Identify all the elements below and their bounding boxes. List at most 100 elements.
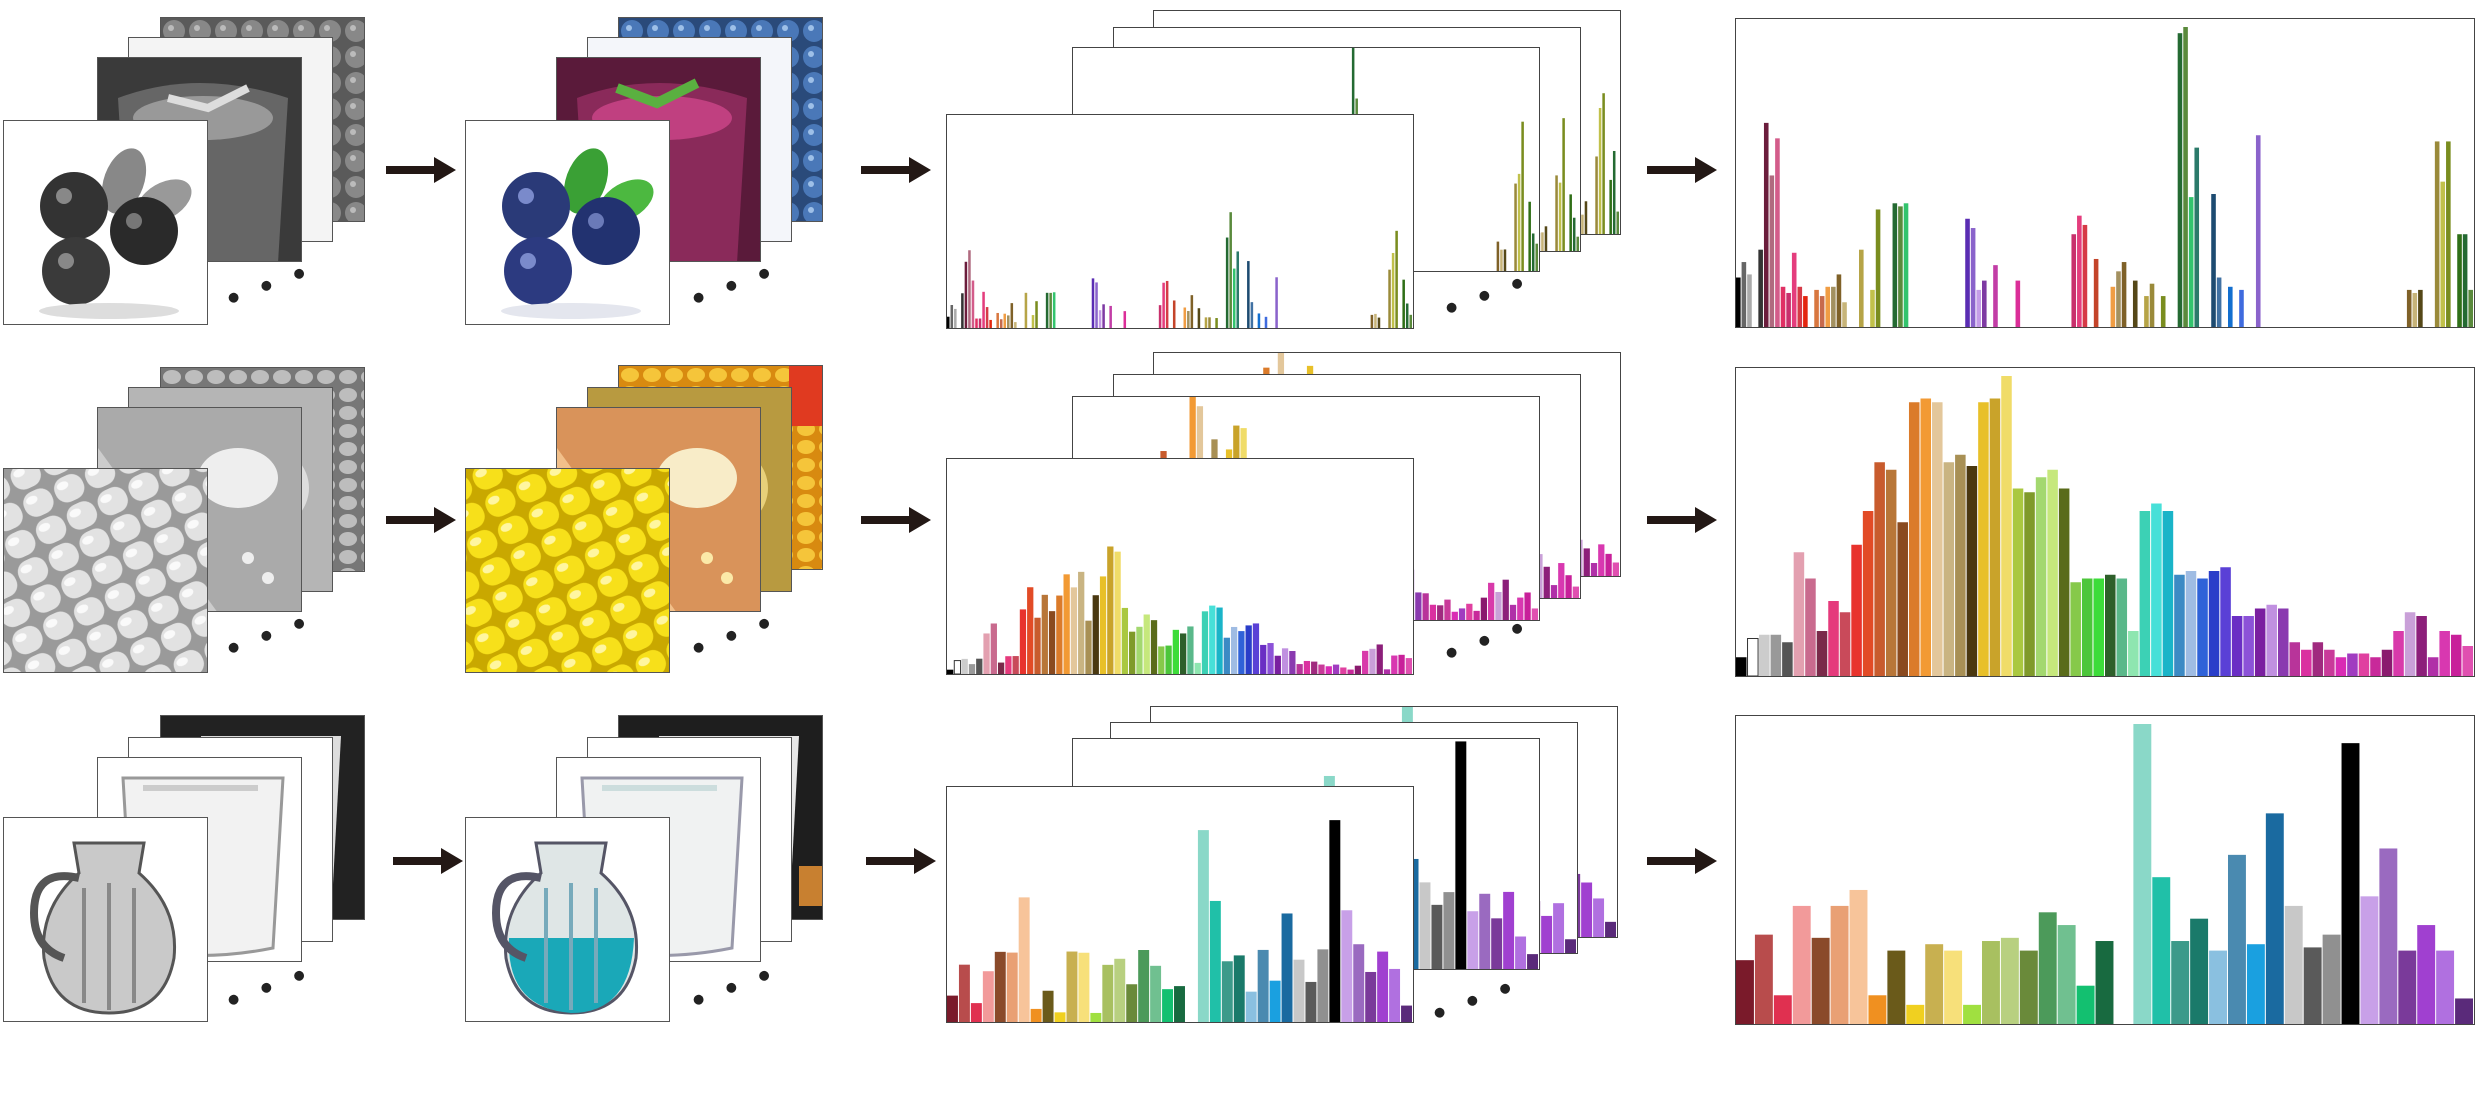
histogram-bar bbox=[970, 1003, 982, 1022]
histogram-bar bbox=[1558, 563, 1565, 598]
histogram-bar bbox=[1347, 669, 1354, 674]
histogram-bar bbox=[1903, 203, 1909, 327]
histogram-bar bbox=[1183, 307, 1187, 328]
histogram-bar bbox=[1885, 469, 1897, 676]
gray-pitcher-image bbox=[3, 817, 208, 1022]
histogram-bar bbox=[1353, 944, 1365, 1022]
arrow-right-icon bbox=[386, 507, 456, 533]
histogram-bar bbox=[1555, 175, 1558, 251]
histogram-bar bbox=[2071, 234, 2077, 327]
histogram-bar bbox=[1982, 280, 1987, 327]
histogram-bar bbox=[1098, 310, 1102, 328]
histogram-bar bbox=[1054, 1012, 1066, 1022]
color-corn-image bbox=[465, 468, 670, 673]
histogram-bar bbox=[1892, 203, 1898, 327]
histogram-bar bbox=[2188, 197, 2194, 327]
histogram-bar bbox=[1535, 243, 1538, 271]
histogram-bar bbox=[2151, 503, 2162, 676]
histogram-bar bbox=[2289, 642, 2301, 676]
histogram-bar bbox=[1797, 286, 1803, 327]
histogram-bar bbox=[1415, 592, 1422, 620]
histogram-bar bbox=[1190, 295, 1194, 328]
histogram-bar bbox=[1296, 664, 1303, 674]
histogram-bar bbox=[1576, 236, 1579, 251]
histogram-bar bbox=[2462, 646, 2473, 676]
histogram-bar bbox=[1395, 230, 1398, 328]
histogram-bar bbox=[982, 971, 994, 1022]
histogram-bar bbox=[989, 319, 992, 328]
histogram-bar bbox=[1123, 311, 1127, 328]
histogram-bar bbox=[1019, 609, 1027, 674]
histogram-bar bbox=[1102, 304, 1105, 328]
result-histogram bbox=[1735, 715, 2475, 1025]
histogram-bar bbox=[1362, 650, 1369, 674]
histogram-bar bbox=[1429, 604, 1437, 620]
histogram-bar bbox=[1377, 317, 1381, 328]
more-histograms-ellipsis: • • • bbox=[1435, 262, 1536, 332]
color-pitcher-image bbox=[465, 817, 670, 1022]
histogram-bar bbox=[2000, 937, 2019, 1024]
histogram-bar bbox=[1005, 656, 1012, 674]
histogram-bar bbox=[2246, 944, 2265, 1024]
histogram-bar bbox=[2436, 950, 2455, 1024]
histogram-bar bbox=[1172, 629, 1179, 674]
histogram-bar bbox=[1078, 952, 1090, 1022]
histogram-bar bbox=[2266, 604, 2277, 676]
histogram-bar bbox=[2174, 574, 2185, 676]
histogram-bar bbox=[2284, 905, 2303, 1024]
histogram-bar bbox=[1616, 211, 1619, 234]
histogram-bar bbox=[1443, 892, 1455, 969]
histogram-bar bbox=[1769, 175, 1775, 327]
histogram-bar bbox=[1842, 302, 1847, 327]
histogram-bar bbox=[2220, 567, 2231, 676]
histogram-bar bbox=[2455, 998, 2473, 1024]
histogram-bar bbox=[1528, 201, 1531, 271]
histogram-bar bbox=[2370, 657, 2381, 676]
histogram-bar bbox=[1090, 1012, 1102, 1022]
histogram-bar bbox=[1209, 605, 1216, 674]
histogram-bar bbox=[1595, 156, 1598, 234]
histogram-bar bbox=[1736, 960, 1754, 1024]
histogram-bar bbox=[2095, 941, 2114, 1024]
histogram-bar bbox=[1598, 107, 1602, 234]
histogram-bar bbox=[1488, 582, 1495, 620]
histogram-bar bbox=[2035, 477, 2047, 676]
histogram-bar bbox=[1831, 286, 1836, 327]
histogram-bar bbox=[1763, 122, 1769, 327]
histogram-bar bbox=[1851, 544, 1862, 676]
histogram-bar bbox=[1010, 303, 1014, 328]
histogram-bar bbox=[1162, 282, 1165, 328]
histogram-bar bbox=[1736, 277, 1741, 327]
histogram-bar bbox=[2024, 492, 2035, 676]
histogram-bar bbox=[1970, 228, 1976, 327]
histogram-bar bbox=[1091, 278, 1095, 328]
histogram-bar bbox=[1502, 579, 1509, 620]
histogram-bar bbox=[2209, 950, 2227, 1024]
histogram-bar bbox=[1092, 595, 1099, 674]
histogram-bar bbox=[982, 291, 985, 328]
histogram-bar bbox=[1229, 212, 1232, 328]
histogram-bar bbox=[1925, 944, 1944, 1024]
more-images-ellipsis: • • • bbox=[682, 252, 783, 322]
histogram-bar bbox=[1479, 893, 1491, 969]
histogram-bar bbox=[2194, 147, 2200, 327]
histogram-front bbox=[946, 114, 1414, 329]
histogram-bar bbox=[2093, 578, 2104, 676]
histogram-bar bbox=[1791, 252, 1797, 327]
histogram-bar bbox=[1341, 910, 1353, 1022]
histogram-bar bbox=[1233, 955, 1245, 1022]
histogram-bar bbox=[1066, 951, 1078, 1022]
histogram-bar bbox=[1293, 959, 1305, 1022]
histogram-bar bbox=[1612, 150, 1616, 234]
histogram-bar bbox=[961, 658, 968, 674]
histogram-bar bbox=[2440, 181, 2446, 327]
histogram-bar bbox=[1121, 607, 1129, 674]
histogram-bar bbox=[2341, 743, 2360, 1024]
histogram-bar bbox=[1989, 398, 2001, 676]
histogram-bar bbox=[1581, 882, 1593, 937]
histogram-bar bbox=[1612, 562, 1619, 576]
more-images-ellipsis: • • • bbox=[682, 954, 783, 1024]
histogram-bar bbox=[1401, 1005, 1412, 1022]
histogram-bar bbox=[1197, 830, 1209, 1022]
histogram-bar bbox=[1114, 551, 1121, 674]
